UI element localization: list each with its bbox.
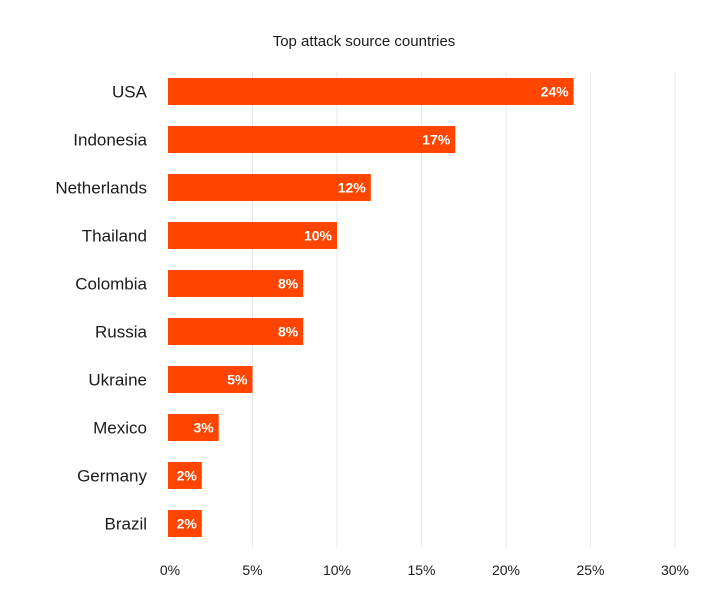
bar	[168, 222, 337, 249]
category-label: USA	[112, 83, 148, 102]
bar-value-label: 2%	[177, 468, 198, 484]
bar	[168, 510, 202, 537]
bar	[168, 126, 456, 153]
category-label: Thailand	[82, 227, 147, 246]
category-label: Indonesia	[73, 131, 147, 150]
bar	[168, 78, 574, 105]
x-tick-label: 25%	[576, 562, 604, 578]
chart-title: Top attack source countries	[273, 33, 456, 50]
bar-value-label: 24%	[541, 84, 570, 100]
bar	[168, 318, 304, 345]
x-tick-label: 10%	[323, 562, 351, 578]
category-label: Ukraine	[88, 371, 147, 390]
category-label: Russia	[95, 323, 148, 342]
bar	[168, 174, 371, 201]
bar	[168, 462, 202, 489]
bar	[168, 366, 253, 393]
bar-value-label: 10%	[304, 228, 333, 244]
bar	[168, 270, 304, 297]
category-label: Germany	[77, 467, 147, 486]
x-tick-label: 20%	[492, 562, 520, 578]
x-tick-label: 5%	[242, 562, 262, 578]
bar-value-label: 8%	[278, 276, 299, 292]
bar-value-label: 12%	[338, 180, 367, 196]
bar-value-label: 8%	[278, 324, 299, 340]
category-label: Mexico	[93, 419, 147, 438]
category-labels: USA Indonesia Netherlands Thailand Colombia R…	[55, 83, 147, 534]
category-label: Colombia	[75, 275, 147, 294]
x-tick-label: 30%	[661, 562, 689, 578]
bar	[168, 414, 219, 441]
bar-value-label: 17%	[422, 132, 451, 148]
x-tick-label: 0%	[160, 562, 180, 578]
x-tick-label: 15%	[407, 562, 435, 578]
category-label: Netherlands	[55, 179, 147, 198]
category-label: Brazil	[104, 515, 147, 534]
bar-value-label: 2%	[177, 516, 198, 532]
bars: 24% 17% 12% 10% 8% 8% 5% 3% 2% 2%	[168, 78, 574, 537]
bar-value-label: 5%	[227, 372, 248, 388]
bar-value-label: 3%	[193, 420, 214, 436]
x-axis-ticks: 0% 5% 10% 15% 20% 25% 30%	[160, 562, 689, 578]
